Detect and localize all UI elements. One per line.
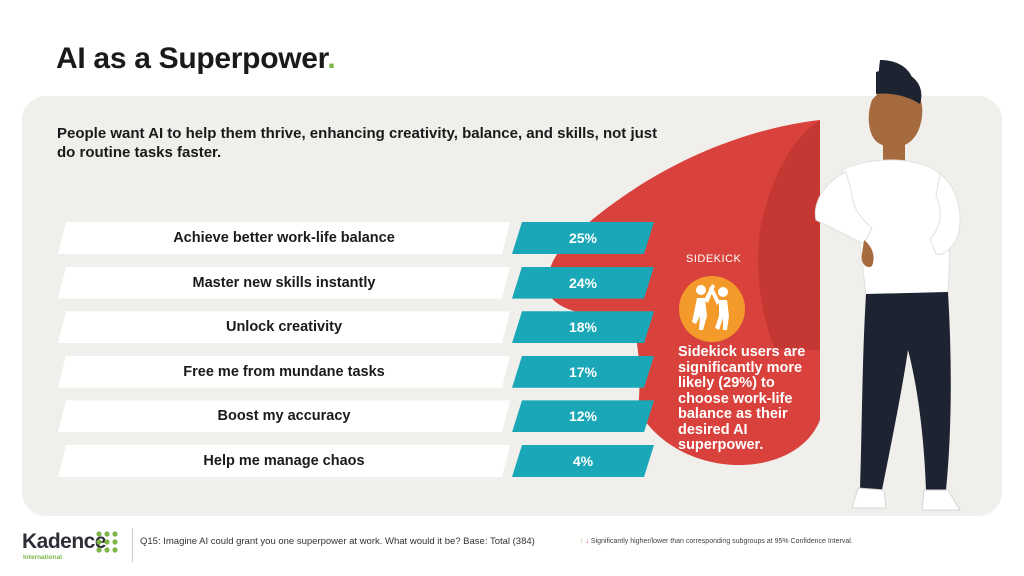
bar-value: 24% [512, 267, 654, 299]
question-footnote: Q15: Imagine AI could grant you one supe… [140, 536, 535, 547]
logo-name: Kadence [22, 530, 107, 553]
high-five-icon [679, 276, 745, 342]
bar-label: Unlock creativity [58, 311, 510, 343]
sidekick-text: Sidekick users are significantly more li… [678, 344, 806, 453]
sig-down-icon: ↓ [585, 538, 589, 545]
chart-row: Boost my accuracy 12% [58, 400, 658, 432]
bar-label: Free me from mundane tasks [58, 356, 510, 388]
bar-label: Master new skills instantly [58, 267, 510, 299]
title-text: AI as a Superpower [56, 42, 328, 75]
chart-row: Achieve better work-life balance 25% [58, 222, 658, 254]
page-title: AI as a Superpower. [56, 42, 336, 76]
bar-label: Achieve better work-life balance [58, 222, 510, 254]
person-illustration [814, 60, 961, 511]
chart-row: Help me manage chaos 4% [58, 445, 658, 477]
bar-value: 4% [512, 445, 654, 477]
title-dot: . [327, 42, 336, 75]
sidekick-label: SIDEKICK [686, 253, 742, 265]
sig-up-icon: ↑ [580, 538, 584, 545]
chart-rows: Achieve better work-life balance 25% Mas… [58, 222, 658, 490]
bar-label: Boost my accuracy [58, 400, 510, 432]
bar-value: 25% [512, 222, 654, 254]
bar-value: 17% [512, 356, 654, 388]
subtitle: People want AI to help them thrive, enha… [57, 125, 658, 161]
bar-value: 18% [512, 311, 654, 343]
significance-text: Significantly higher/lower than correspo… [590, 538, 853, 545]
chart-row: Master new skills instantly 24% [58, 267, 658, 299]
chart-row: Unlock creativity 18% [58, 311, 658, 343]
footer-divider [132, 528, 133, 562]
logo-subtitle: International [23, 554, 63, 561]
logo-grid-icon [96, 531, 118, 553]
significance-footnote: ↑ ↓ Significantly higher/lower than corr… [580, 538, 853, 545]
chart-row: Free me from mundane tasks 17% [58, 356, 658, 388]
bar-label: Help me manage chaos [58, 445, 510, 477]
bar-value: 12% [512, 400, 654, 432]
